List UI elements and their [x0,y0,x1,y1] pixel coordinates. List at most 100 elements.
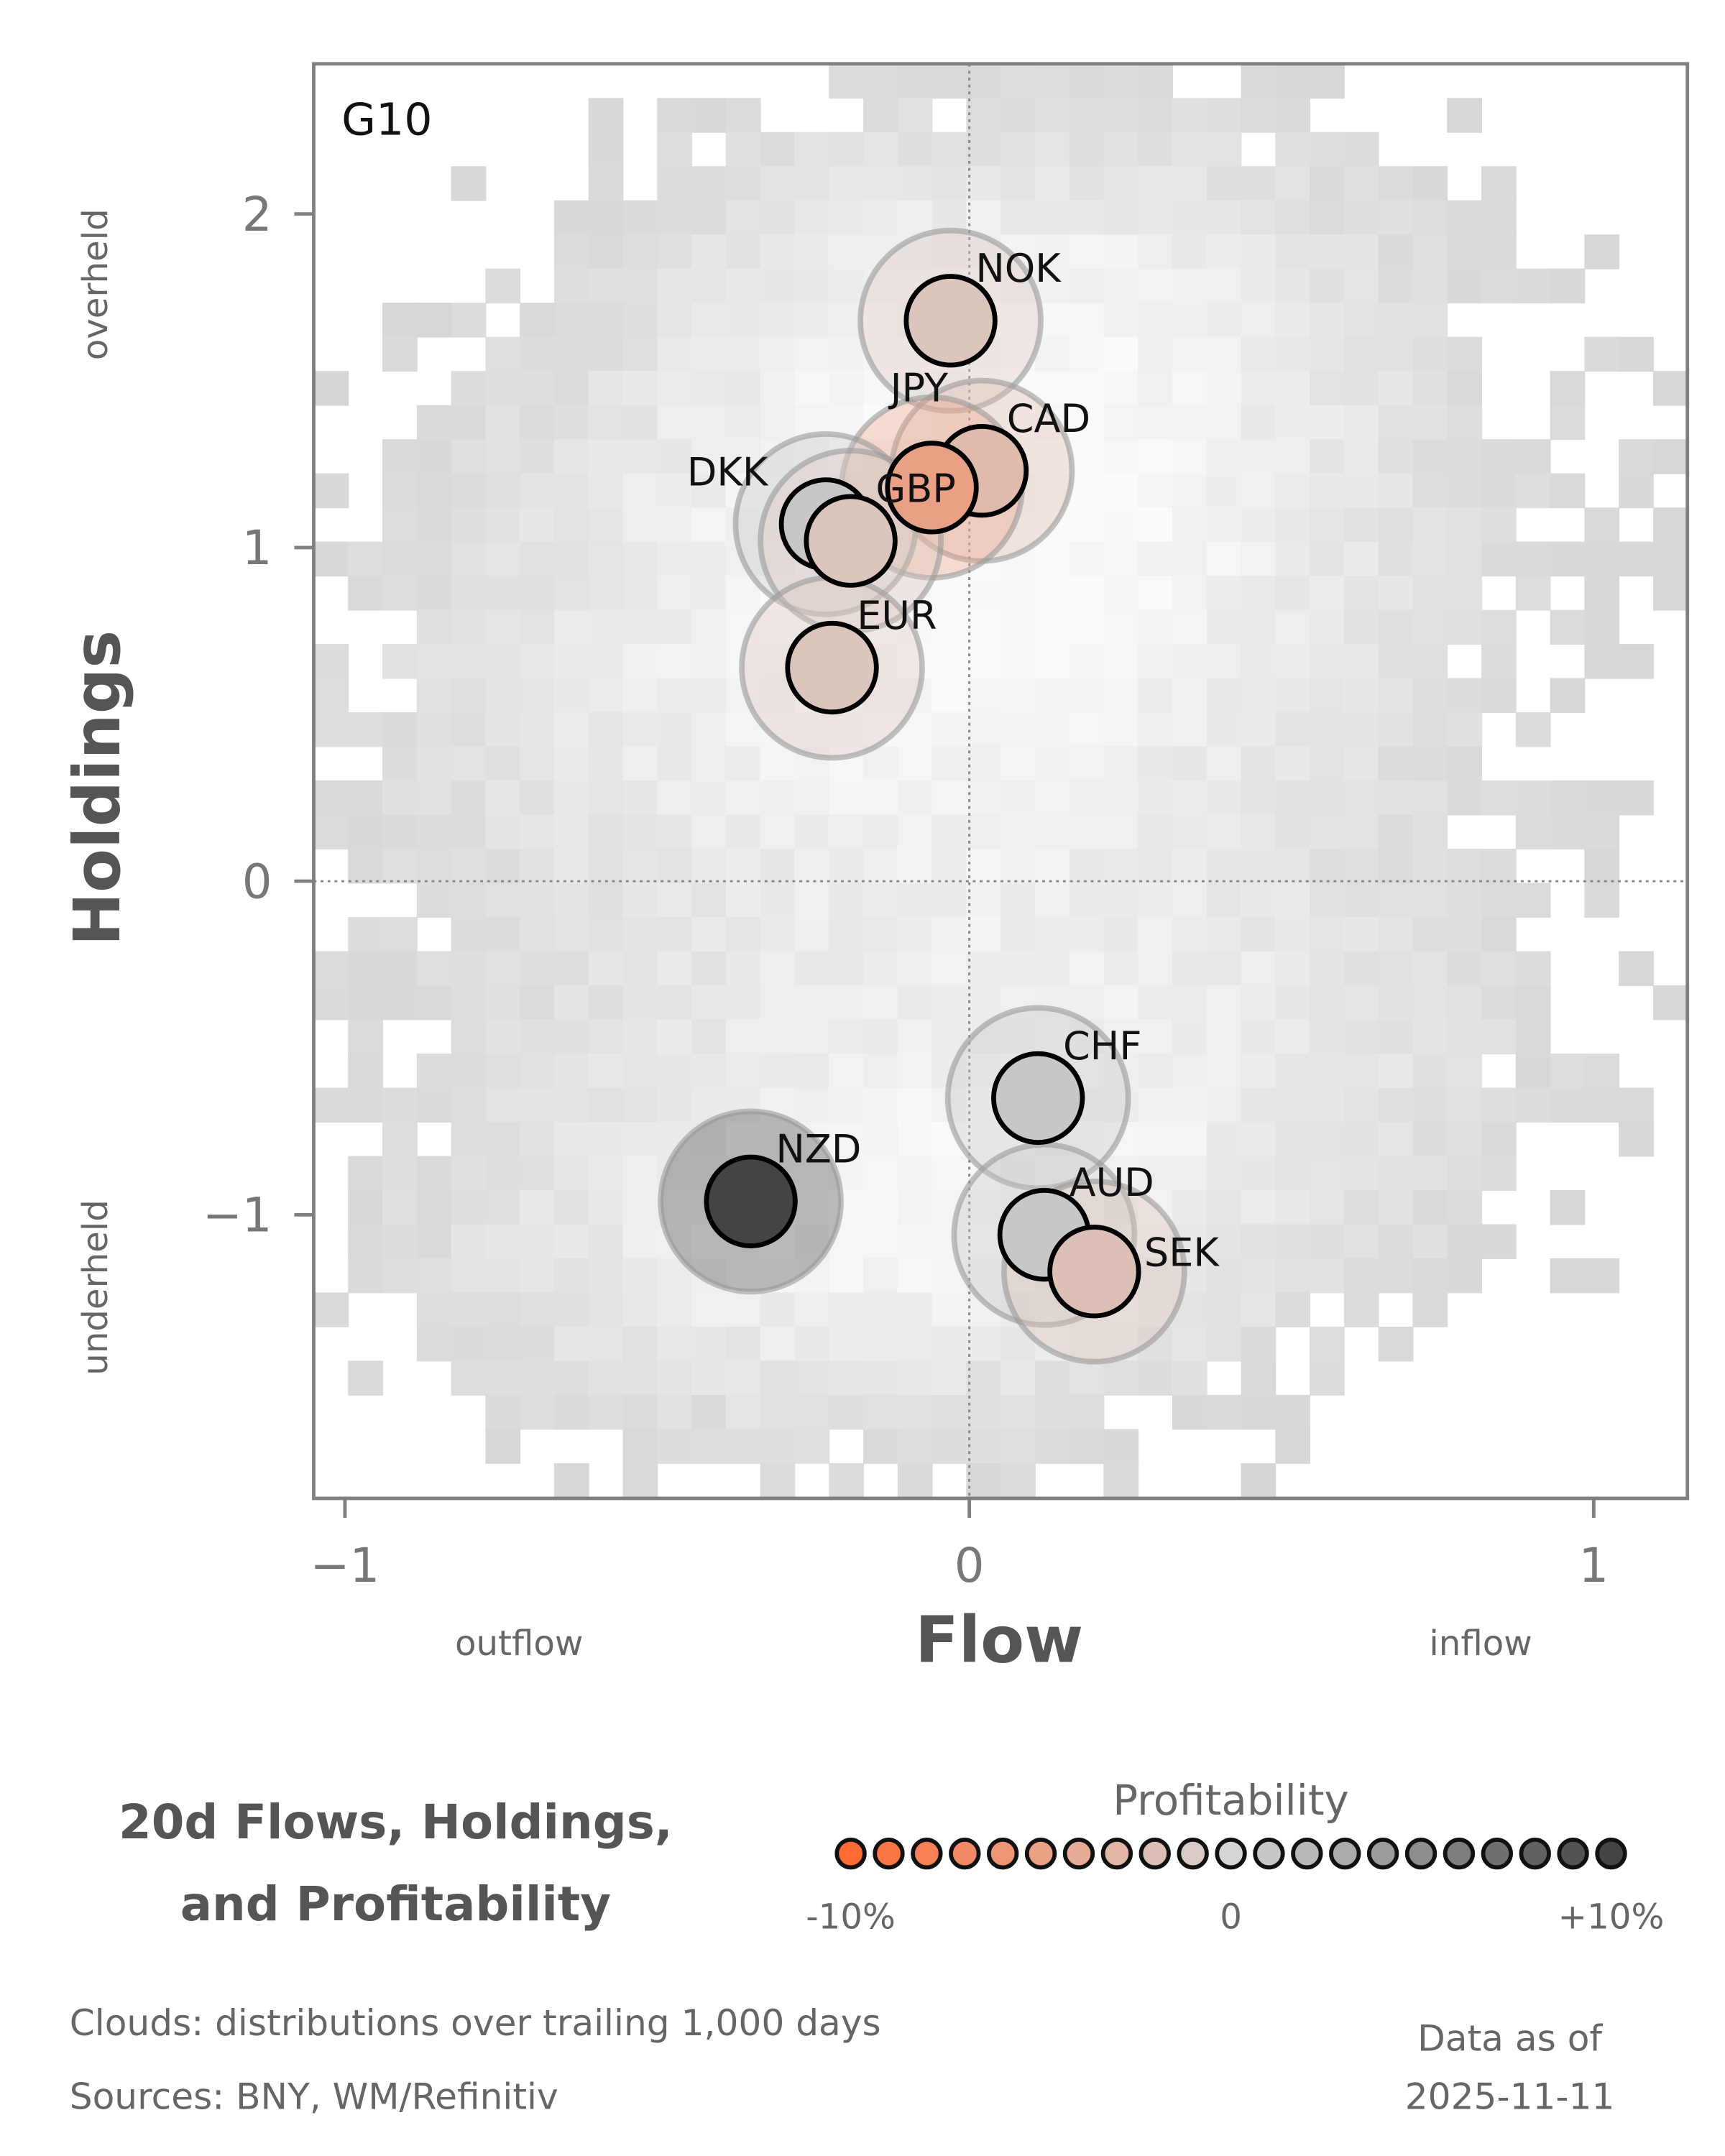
heatmap-cell [1619,541,1654,577]
heatmap-cell [966,849,1002,884]
heatmap-cell [691,576,727,611]
heatmap-cell [1034,814,1070,850]
heatmap-cell [520,1360,555,1396]
heatmap-cell [1206,1019,1242,1054]
heatmap-cell [691,371,727,406]
heatmap-cell [485,917,521,952]
heatmap-cell [932,951,967,987]
heatmap-cell [829,132,864,167]
heatmap-cell [1412,712,1448,747]
heatmap-cell [1310,541,1345,577]
heatmap-cell [1034,951,1070,987]
heatmap-cell [1310,166,1345,201]
heatmap-cell [897,712,933,747]
heatmap-cell [691,439,727,474]
heatmap-cell [1550,814,1586,850]
heatmap-cell [451,166,487,201]
heatmap-cell [1241,576,1276,611]
heatmap-cell [862,1258,898,1294]
heatmap-cell [451,1360,487,1396]
heatmap-cell [794,1156,830,1191]
heatmap-cell [1000,1019,1036,1054]
heatmap-cell [1069,541,1105,577]
heatmap-cell [553,1224,589,1259]
heatmap-cell [520,712,555,747]
heatmap-cell [897,1189,933,1225]
heatmap-cell [1172,234,1208,270]
heatmap-cell [1619,336,1654,372]
heatmap-cell [451,712,487,747]
heatmap-cell [1103,132,1139,167]
heatmap-cell [416,644,452,679]
heatmap-cell [966,644,1002,679]
heatmap-cell [622,1122,658,1157]
heatmap-cell [691,1394,727,1430]
heatmap-cell [932,1394,967,1430]
heatmap-cell [1103,780,1139,816]
heatmap-cell [1069,1394,1105,1430]
heatmap-cell [1447,985,1482,1021]
heatmap-cell [1515,985,1551,1021]
heatmap-cell [1447,609,1482,645]
heatmap-cell [588,268,624,304]
heatmap-cell [1275,1122,1311,1157]
heatmap-cell [725,883,761,918]
heatmap-cell [1447,98,1482,133]
heatmap-cell [794,1087,830,1123]
heatmap-cell [1138,1258,1173,1294]
heatmap-cell [1241,1122,1276,1157]
heatmap-cell [1206,883,1242,918]
heatmap-cell [1206,814,1242,850]
heatmap-cell [1412,1019,1448,1054]
heatmap-cell [1447,1087,1482,1123]
heatmap-cell [1310,336,1345,372]
heatmap-cell [1034,712,1070,747]
legend-title: Profitability [1113,1776,1349,1825]
heatmap-cell [553,1019,589,1054]
heatmap-cell [760,405,796,441]
heatmap-cell [691,814,727,850]
heatmap-cell [657,1394,693,1430]
heatmap-cell [348,1224,384,1259]
heatmap-cell [1138,814,1173,850]
heatmap-cell [862,1156,898,1191]
heatmap-cell [1069,132,1105,167]
heatmap-cell [794,917,830,952]
heatmap-cell [657,1429,693,1464]
heatmap-cell [1241,200,1276,236]
heatmap-cell [622,1258,658,1294]
heatmap-cell [1172,371,1208,406]
heatmap-cell [1447,1156,1482,1191]
heatmap-cell [1447,746,1482,782]
heatmap-cell [520,405,555,441]
heatmap-cell [1138,849,1173,884]
heatmap-cell [485,951,521,987]
legend-dot [1519,1837,1551,1870]
heatmap-cell [1275,917,1311,952]
heatmap-cell [932,712,967,747]
heatmap-cell [1378,405,1414,441]
heatmap-cell [932,644,967,679]
heatmap-cell [1241,1394,1276,1430]
heatmap-cell [657,883,693,918]
heatmap-cell [1310,746,1345,782]
heatmap-cell [451,1054,487,1089]
heatmap-cell [416,1326,452,1362]
heatmap-cell [657,473,693,509]
heatmap-cell [1619,439,1654,474]
heatmap-cell [1241,1189,1276,1225]
heatmap-cell [553,1292,589,1327]
heatmap-cell [1069,507,1105,543]
y-tick-label: 1 [242,521,272,576]
point-nok [903,274,998,368]
heatmap-cell [622,507,658,543]
heatmap-cell [588,1156,624,1191]
heatmap-cell [725,985,761,1021]
heatmap-cell [1000,303,1036,338]
heatmap-cell [1172,644,1208,679]
heatmap-cell [725,849,761,884]
heatmap-cell [794,849,830,884]
heatmap-cell [588,1292,624,1327]
heatmap-cell [794,951,830,987]
heatmap-cell [1652,576,1688,611]
